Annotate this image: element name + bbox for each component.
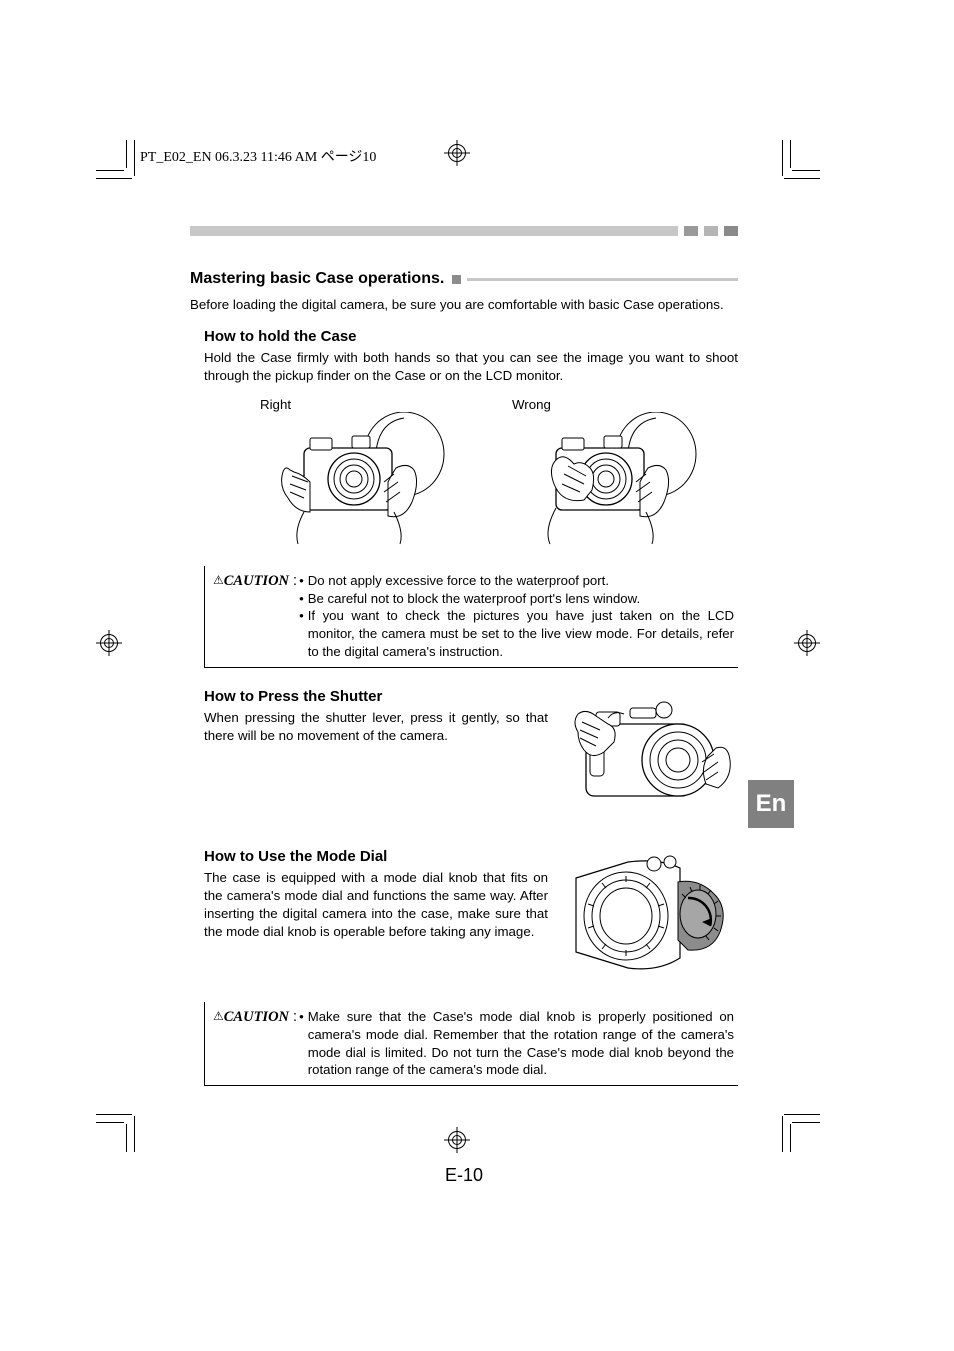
hold-figure-row: Right — [254, 397, 738, 552]
caution-1-bullets: •Do not apply excessive force to the wat… — [299, 572, 734, 661]
header-gray-strip — [190, 226, 678, 236]
intro-text: Before loading the digital camera, be su… — [190, 296, 738, 314]
subsection-mode-dial: How to Use the Mode Dial The case is equ… — [204, 848, 738, 988]
hold-text: Hold the Case firmly with both hands so … — [204, 349, 738, 385]
crop-mark-tl — [96, 140, 136, 180]
registration-mark-top — [444, 140, 470, 166]
section-title: Mastering basic Case operations. — [190, 270, 444, 288]
header-square-2 — [704, 226, 718, 236]
warning-triangle-icon: ⚠ — [213, 1009, 224, 1023]
crop-mark-bl — [96, 1112, 136, 1152]
hold-wrong-illustration — [506, 412, 706, 552]
figure-right-label: Right — [260, 397, 454, 412]
registration-mark-bottom — [444, 1127, 470, 1153]
shutter-title: How to Press the Shutter — [204, 688, 548, 705]
page-content: Mastering basic Case operations. Before … — [190, 226, 738, 1106]
header-square-3 — [724, 226, 738, 236]
caution-box-1: ⚠CAUTION : •Do not apply excessive force… — [204, 566, 738, 668]
subsection-shutter: How to Press the Shutter When pressing t… — [204, 688, 738, 828]
figure-right: Right — [254, 397, 454, 552]
printer-header: PT_E02_EN 06.3.23 11:46 AM ページ10 — [140, 146, 376, 166]
caution-1-item-1: Be careful not to block the waterproof p… — [308, 590, 640, 608]
title-square-icon — [452, 275, 461, 284]
caution-1-item-2: If you want to check the pictures you ha… — [308, 607, 734, 660]
mode-dial-title: How to Use the Mode Dial — [204, 848, 548, 865]
hold-right-illustration — [254, 412, 454, 552]
registration-mark-right — [794, 630, 820, 656]
caution-box-2: ⚠CAUTION : •Make sure that the Case's mo… — [204, 1002, 738, 1086]
mode-dial-text: The case is equipped with a mode dial kn… — [204, 869, 548, 941]
caution-label-1: ⚠CAUTION : — [213, 572, 297, 592]
hold-title: How to hold the Case — [204, 328, 738, 345]
registration-mark-left — [96, 630, 122, 656]
title-rule — [467, 278, 738, 281]
language-tab: En — [748, 780, 794, 828]
header-decorative-bar — [190, 226, 738, 236]
mode-dial-illustration — [568, 848, 738, 988]
caution-label-2: ⚠CAUTION : — [213, 1008, 297, 1028]
subsection-hold: How to hold the Case Hold the Case firml… — [204, 328, 738, 552]
header-square-1 — [684, 226, 698, 236]
crop-mark-tr — [780, 140, 820, 180]
caution-2-bullets: •Make sure that the Case's mode dial kno… — [299, 1008, 734, 1079]
caution-2-item-0: Make sure that the Case's mode dial knob… — [308, 1008, 734, 1079]
shutter-illustration — [568, 688, 738, 828]
caution-1-item-0: Do not apply excessive force to the wate… — [308, 572, 609, 590]
page-number: E-10 — [445, 1165, 483, 1186]
warning-triangle-icon: ⚠ — [213, 573, 224, 587]
section-title-row: Mastering basic Case operations. — [190, 270, 738, 288]
crop-mark-br — [780, 1112, 820, 1152]
figure-wrong-label: Wrong — [512, 397, 706, 412]
shutter-text: When pressing the shutter lever, press i… — [204, 709, 548, 745]
figure-wrong: Wrong — [506, 397, 706, 552]
